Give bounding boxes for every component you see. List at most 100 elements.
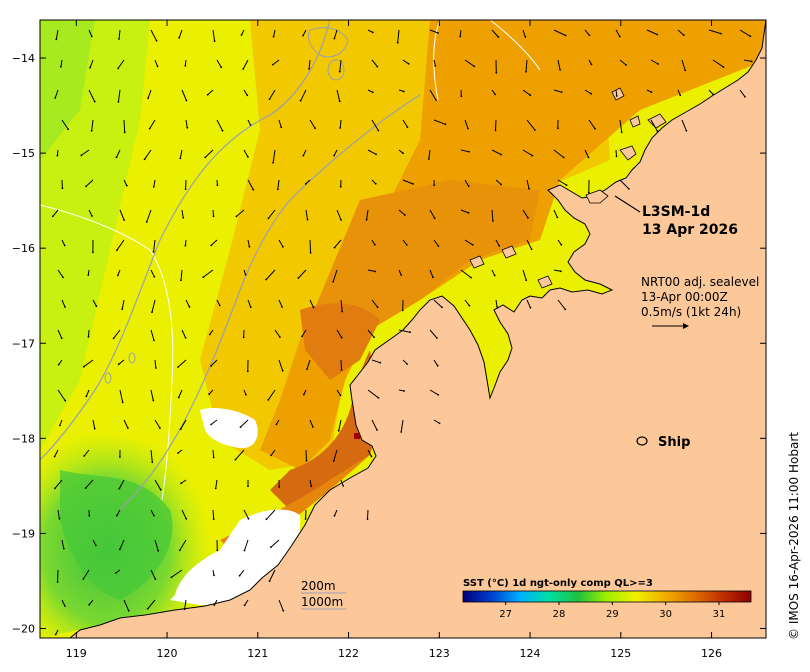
current-vector <box>243 149 249 158</box>
current-vector-head <box>61 187 64 190</box>
current-vector-head <box>117 101 120 103</box>
island <box>585 189 609 204</box>
current-vector-head <box>94 544 97 547</box>
current-vector <box>367 329 375 338</box>
current-vector-head <box>64 399 67 402</box>
current-vector-head <box>148 127 151 130</box>
ship-marker-icon[interactable] <box>636 436 648 446</box>
current-vector <box>55 29 59 40</box>
current-vector-head <box>221 129 224 132</box>
current-vector-head <box>249 306 252 308</box>
current-vector-head <box>562 156 565 159</box>
current-vector-head <box>500 153 503 156</box>
lon-tick-label: 119 <box>66 647 87 660</box>
current-vector-head <box>213 40 216 42</box>
current-vector-head <box>179 157 182 160</box>
current-vector-head <box>57 363 60 366</box>
current-vector <box>212 209 214 217</box>
current-vector-head <box>170 576 173 579</box>
current-vector-head <box>400 431 403 433</box>
current-vector <box>522 269 527 281</box>
current-vector <box>269 89 276 100</box>
current-vector-head <box>339 394 342 397</box>
current-vector <box>464 179 470 187</box>
current-vector-head <box>379 361 382 364</box>
current-vector <box>553 89 562 93</box>
current-vector <box>302 29 307 36</box>
current-vector-head <box>409 331 411 334</box>
current-vector <box>708 89 714 95</box>
current-vector <box>151 299 156 313</box>
current-vector <box>553 149 565 158</box>
current-vector <box>650 119 658 132</box>
current-vector <box>397 29 400 43</box>
current-vector <box>398 269 402 276</box>
current-vector-head <box>90 129 93 132</box>
current-vector <box>526 179 530 189</box>
current-vector <box>121 299 125 310</box>
current-vector <box>526 239 533 250</box>
current-vector-head <box>180 482 183 485</box>
current-vector-head <box>54 97 57 99</box>
current-vector <box>429 209 436 219</box>
current-vector <box>301 329 307 337</box>
current-vector <box>241 29 245 36</box>
current-vector-head <box>82 578 85 580</box>
current-vector <box>306 359 311 370</box>
current-vector <box>150 569 156 580</box>
current-vector <box>184 59 187 66</box>
current-vector-head <box>115 572 117 574</box>
current-vector-head <box>492 220 494 222</box>
current-vector-head <box>267 399 270 401</box>
current-vector-head <box>177 396 180 399</box>
current-vector <box>278 359 284 371</box>
longitude-axis: 119 120 121 122 123 124 125 126 <box>66 20 722 660</box>
current-vector-head <box>406 363 408 365</box>
current-vector <box>113 329 121 339</box>
latitude-axis: −14 −15 −16 −17 −18 −19 −20 <box>12 52 766 635</box>
current-vector-head <box>243 549 246 552</box>
current-vector <box>57 389 66 401</box>
current-vector <box>185 299 190 308</box>
current-vector-head <box>684 69 687 72</box>
current-vector-head <box>302 393 305 396</box>
current-vector <box>116 509 121 516</box>
current-vector <box>247 239 250 247</box>
isobath-label-1000m: 1000m <box>301 595 343 609</box>
current-vector <box>150 449 153 463</box>
current-vector <box>428 149 431 160</box>
currents-time: 13-Apr 00:00Z <box>641 290 728 304</box>
current-vector-head <box>400 274 403 276</box>
current-vector-head <box>373 336 375 339</box>
current-vector <box>681 59 686 71</box>
current-vector <box>91 119 94 131</box>
current-vector-head <box>115 156 118 159</box>
current-vector-head <box>375 153 377 156</box>
current-vector <box>339 119 342 129</box>
current-vector-head <box>679 94 682 97</box>
current-vector <box>429 389 439 396</box>
current-vector <box>268 209 276 219</box>
current-vector <box>144 149 152 160</box>
current-vector-head <box>656 33 659 36</box>
current-vector-head <box>682 34 685 37</box>
current-vector <box>646 29 658 35</box>
lon-tick-label: 121 <box>247 647 268 660</box>
current-vector-head <box>213 574 215 577</box>
current-vector <box>429 29 439 34</box>
current-vector-head <box>441 306 443 309</box>
current-vector-head <box>238 574 241 577</box>
lat-tick-label: −14 <box>12 52 35 65</box>
current-vector <box>305 449 307 461</box>
current-vector <box>619 179 630 190</box>
colorbar-tick-label: 30 <box>659 609 672 620</box>
current-vector <box>309 299 314 308</box>
current-vector-head <box>340 336 343 339</box>
current-vector <box>216 119 223 131</box>
current-vector-head <box>185 517 188 520</box>
current-vector <box>150 29 157 41</box>
current-vector <box>553 269 561 272</box>
current-vector <box>81 149 90 156</box>
current-vector <box>61 299 66 308</box>
current-vector-head <box>146 607 149 610</box>
